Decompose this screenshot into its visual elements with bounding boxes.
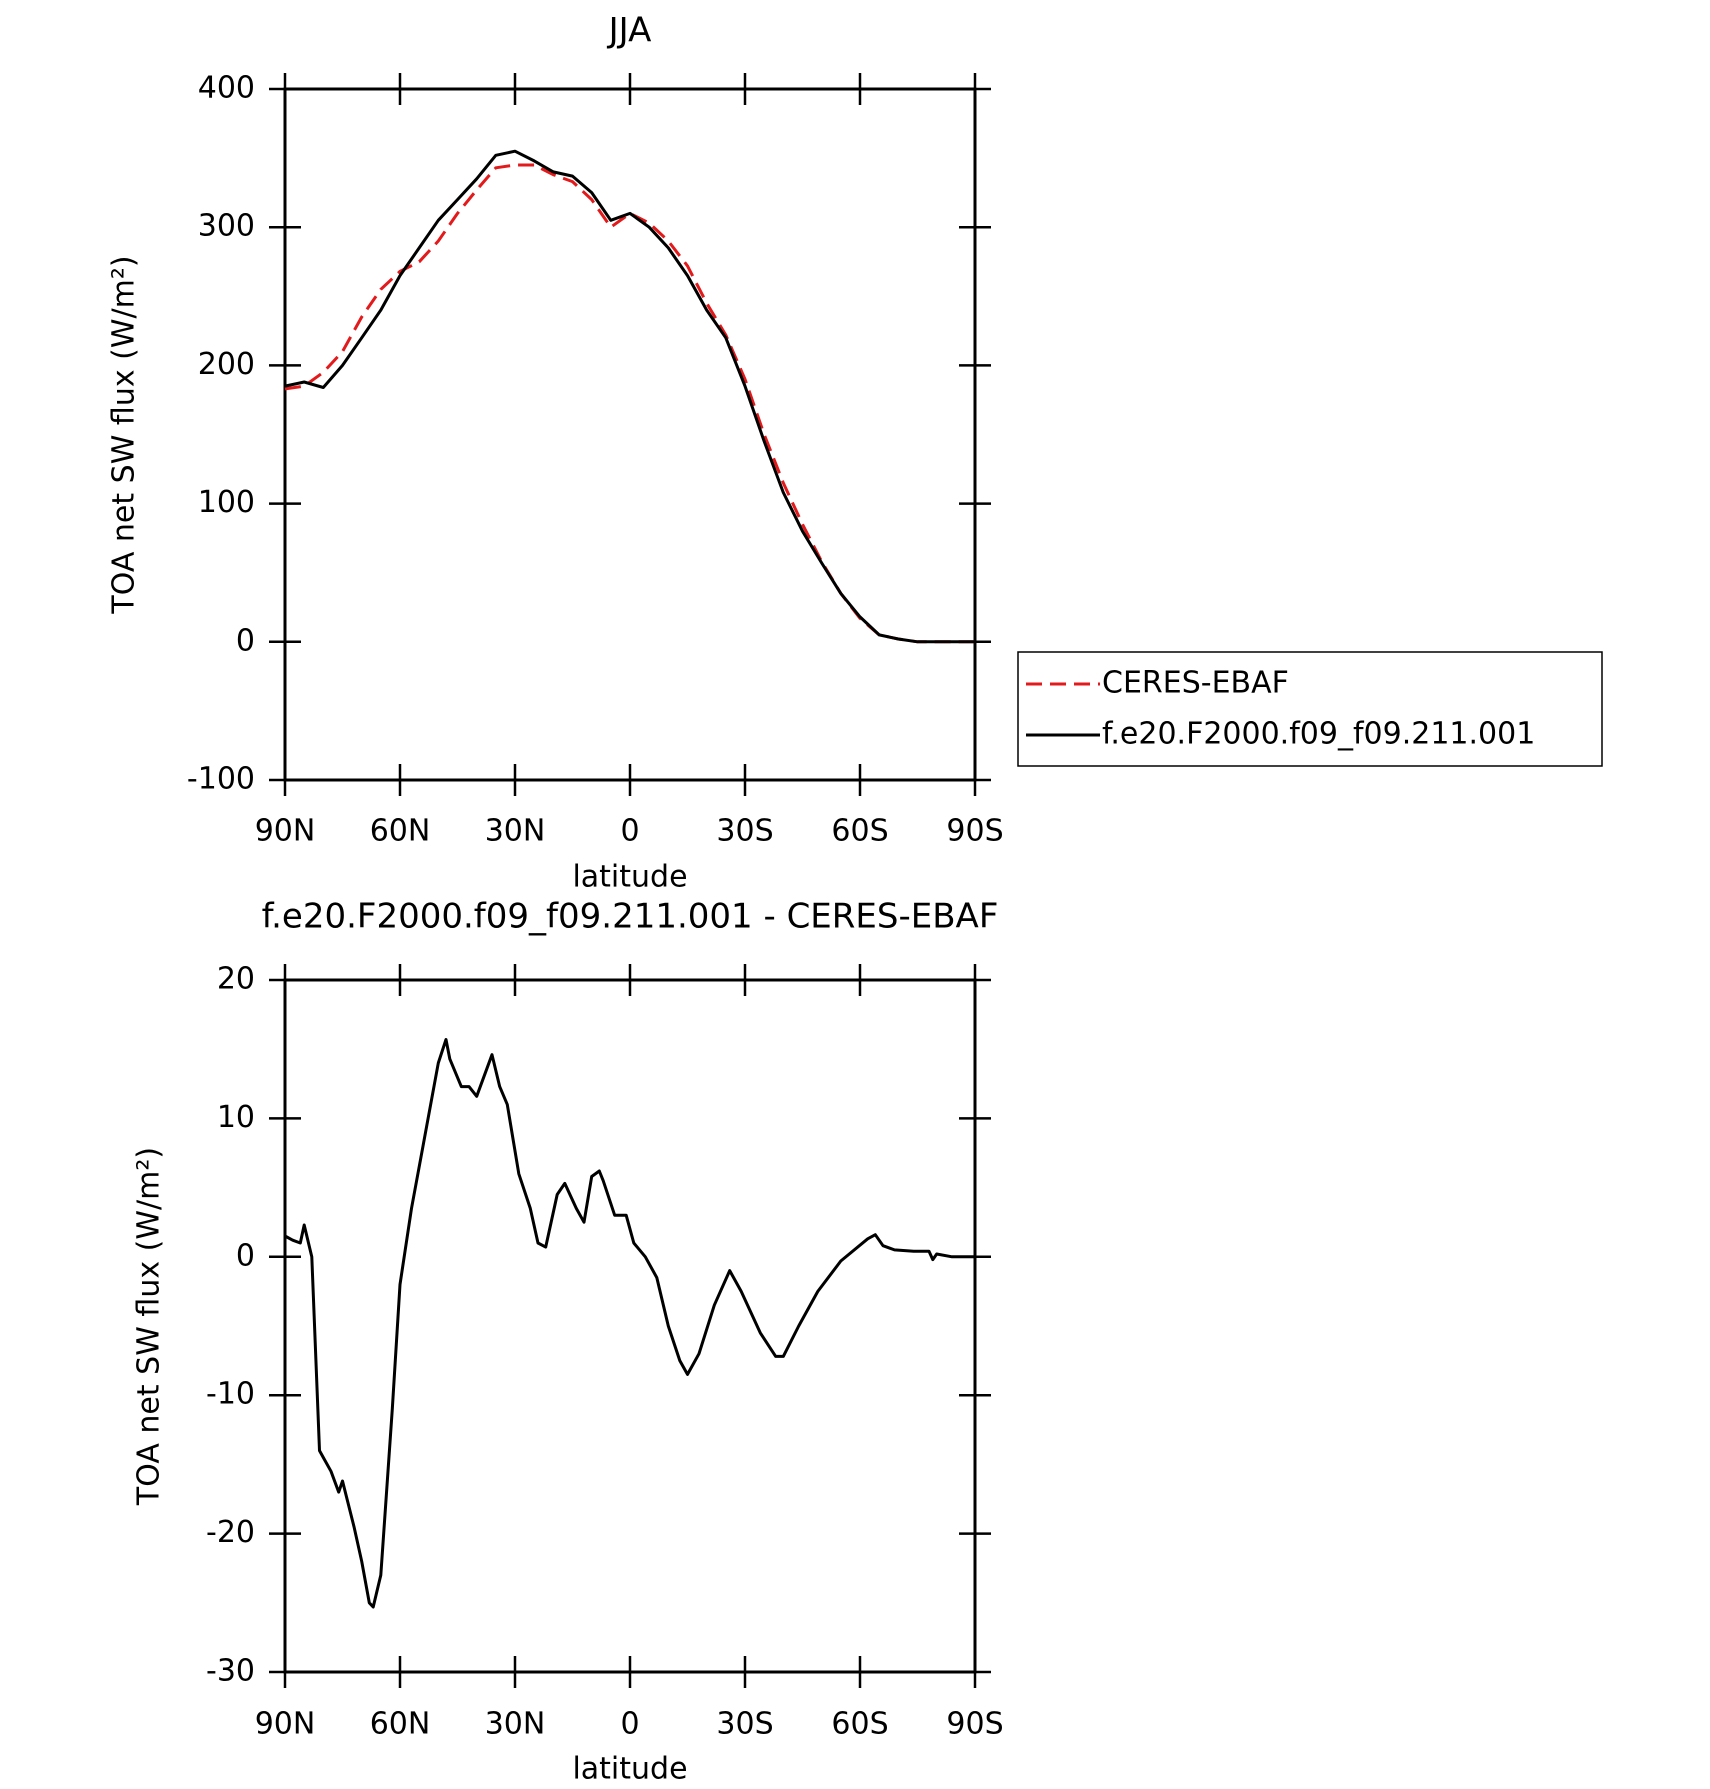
data-line xyxy=(284,1038,975,1609)
x-tick-label: 30S xyxy=(716,814,773,849)
x-tick-label: 90S xyxy=(946,814,1003,849)
x-tick-label: 0 xyxy=(620,1707,639,1742)
legend-label: CERES-EBAF xyxy=(1102,666,1289,701)
x-tick-label: 0 xyxy=(620,814,639,849)
x-axis-label: latitude xyxy=(572,860,687,895)
x-tick-label: 60N xyxy=(370,814,431,849)
y-tick-label: -100 xyxy=(187,762,255,797)
plot-frame xyxy=(283,87,977,782)
x-tick-label: 60S xyxy=(831,814,888,849)
y-tick-label: 0 xyxy=(236,1238,255,1273)
y-axis-label: TOA net SW flux (W/m²) xyxy=(132,1147,167,1506)
x-tick-label: 60S xyxy=(831,1707,888,1742)
y-tick-label: 0 xyxy=(236,623,255,658)
y-tick-label: -30 xyxy=(206,1654,255,1689)
x-tick-label: 30N xyxy=(485,814,546,849)
x-tick-label: 30N xyxy=(485,1707,546,1742)
y-tick-label: 300 xyxy=(198,209,255,244)
x-tick-label: 90N xyxy=(255,814,316,849)
chart-title: f.e20.F2000.f09_f09.211.001 - CERES-EBAF xyxy=(262,897,999,937)
x-tick-label: 90S xyxy=(946,1707,1003,1742)
y-tick-label: 400 xyxy=(198,71,255,106)
y-axis-label: TOA net SW flux (W/m²) xyxy=(107,255,142,614)
legend-box xyxy=(1017,651,1603,767)
plot-frame xyxy=(283,978,977,1674)
y-tick-label: 100 xyxy=(198,485,255,520)
x-tick-label: 90N xyxy=(255,1707,316,1742)
chart-title: JJA xyxy=(607,11,652,51)
y-tick-label: -20 xyxy=(206,1515,255,1550)
data-line xyxy=(284,149,975,644)
y-tick-label: -10 xyxy=(206,1377,255,1412)
x-tick-label: 30S xyxy=(716,1707,773,1742)
x-axis-label: latitude xyxy=(572,1752,687,1787)
y-tick-label: 20 xyxy=(217,962,255,997)
data-line xyxy=(284,163,975,644)
legend-label: f.e20.F2000.f09_f09.211.001 xyxy=(1102,717,1535,752)
y-tick-label: 200 xyxy=(198,347,255,382)
y-tick-label: 10 xyxy=(217,1100,255,1135)
x-tick-label: 60N xyxy=(370,1707,431,1742)
